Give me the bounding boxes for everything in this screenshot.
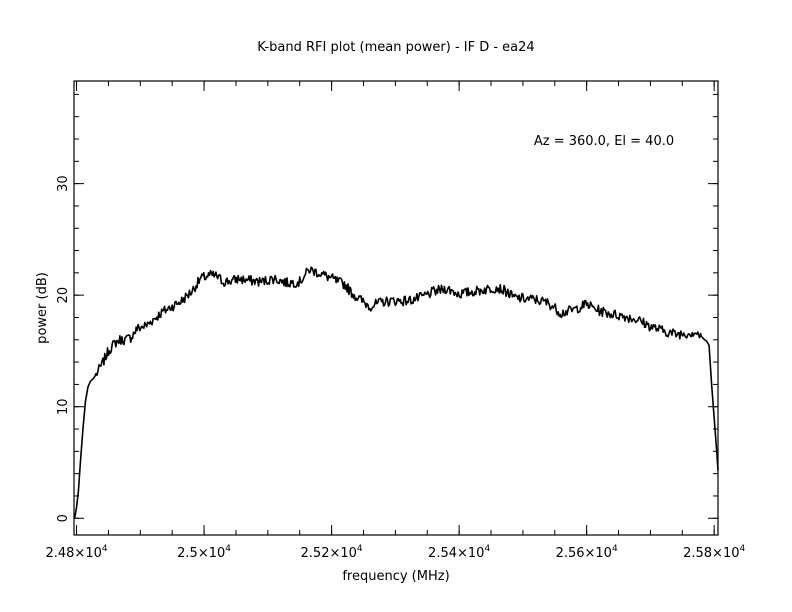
y-axis-label: power (dB)	[35, 272, 50, 344]
x-tick-label: 2.54×104	[428, 544, 490, 561]
annotation-az-el: Az = 360.0, El = 40.0	[534, 134, 674, 149]
chart-title: K-band RFI plot (mean power) - IF D - ea…	[257, 40, 534, 55]
x-tick-label: 2.56×104	[556, 544, 618, 561]
y-tick-label: 20	[56, 287, 71, 304]
x-axis-label: frequency (MHz)	[342, 569, 449, 584]
series-line	[73, 266, 719, 519]
y-tick-label: 30	[56, 175, 71, 192]
x-tick-label: 2.52×104	[301, 544, 363, 561]
x-tick-label: 2.58×104	[683, 544, 745, 561]
major-ticks	[74, 81, 718, 535]
y-tick-labels: 0 10 20 30	[56, 175, 71, 522]
y-tick-label: 0	[56, 514, 71, 522]
x-tick-label: 2.48×104	[45, 544, 107, 561]
x-tick-label: 2.5×104	[177, 544, 231, 561]
minor-ticks	[74, 81, 718, 535]
plot-frame	[73, 80, 719, 536]
y-tick-label: 10	[56, 398, 71, 415]
x-tick-labels: 2.48×104 2.5×104 2.52×104 2.54×104 2.56×104 2…	[45, 544, 745, 561]
